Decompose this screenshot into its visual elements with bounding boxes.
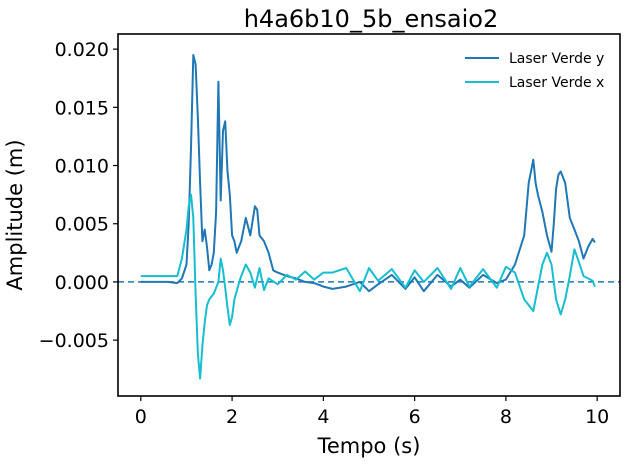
x-axis: 0 2 4 6 8 10 [135, 396, 609, 428]
y-tick-label: 0.000 [55, 272, 109, 294]
y-tick-label: −0.005 [39, 330, 109, 352]
x-axis-label: Tempo (s) [317, 434, 421, 458]
y-tick-label: 0.020 [55, 39, 109, 61]
x-tick-label: 4 [317, 406, 329, 428]
legend-label-0: Laser Verde y [509, 51, 604, 67]
plot-frame [117, 33, 621, 397]
y-axis: −0.005 0.000 0.005 0.010 0.015 0.020 [39, 39, 118, 352]
y-tick-label: 0.015 [55, 97, 109, 119]
plot-area [118, 54, 620, 380]
y-tick-label: 0.005 [55, 214, 109, 236]
chart-title: h4a6b10_5b_ensaio2 [244, 5, 499, 33]
series-line-1 [140, 193, 596, 380]
x-tick-label: 10 [585, 406, 609, 428]
x-tick-label: 0 [135, 406, 147, 428]
legend: Laser Verde y Laser Verde x [465, 51, 604, 91]
legend-label-1: Laser Verde x [509, 75, 604, 91]
x-tick-label: 2 [226, 406, 238, 428]
series-line-0 [140, 54, 596, 293]
y-tick-label: 0.010 [55, 156, 109, 178]
x-tick-label: 8 [500, 406, 512, 428]
y-axis-label: Amplitude (m) [3, 139, 27, 290]
x-tick-label: 6 [409, 406, 421, 428]
